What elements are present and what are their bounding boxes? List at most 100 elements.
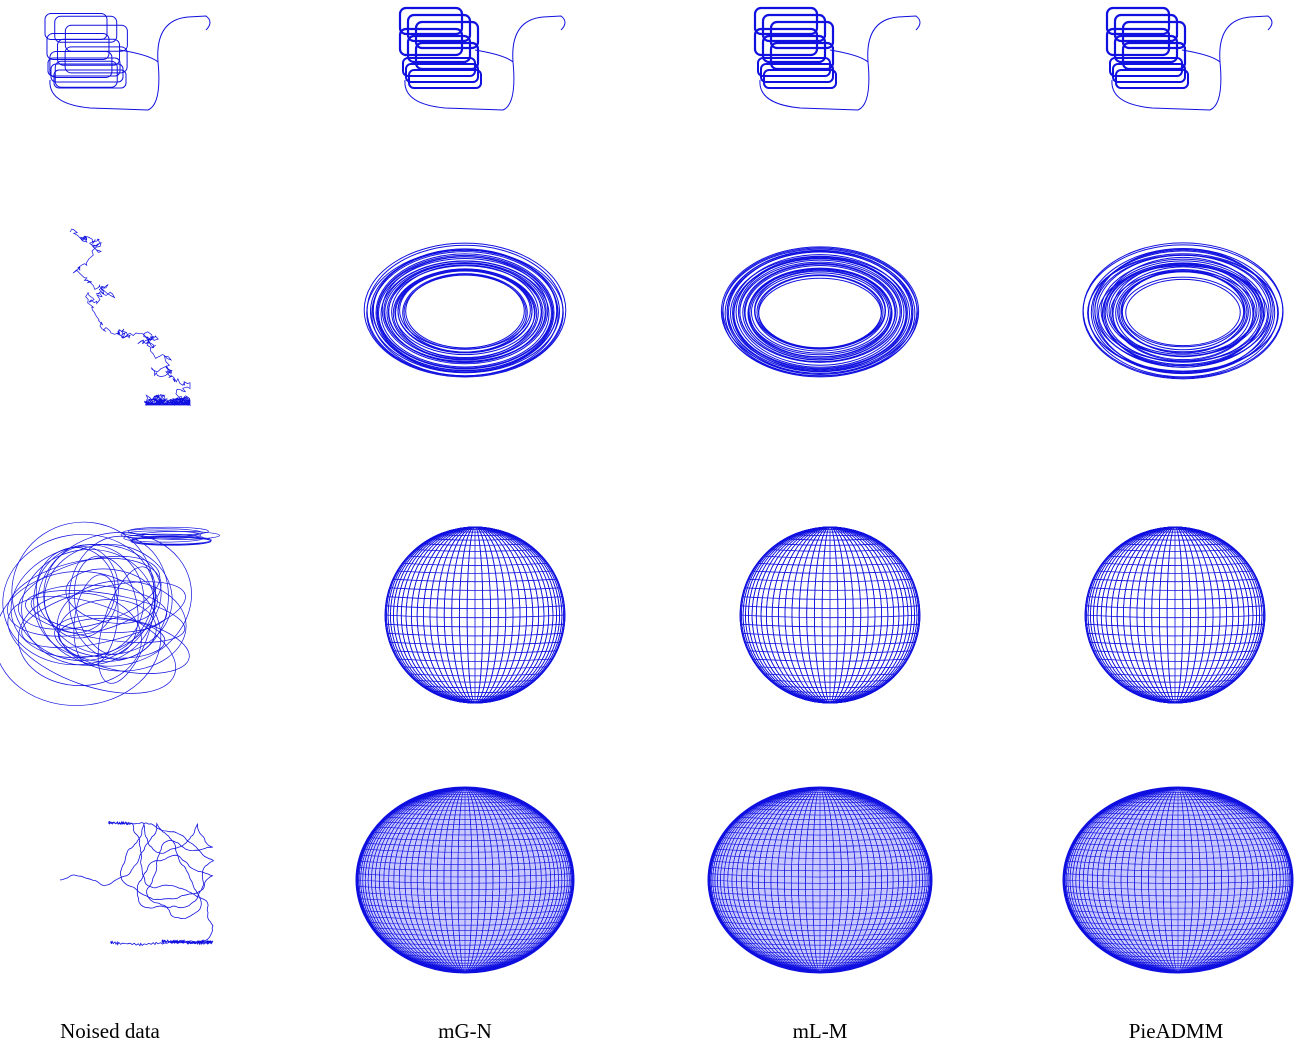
sphere-parallel (438, 694, 512, 697)
column-label: Noised data (60, 1019, 160, 1043)
sphere-parallel (386, 816, 544, 820)
noisy-orbit (11, 521, 155, 662)
sphere-parallel (1100, 812, 1256, 816)
sphere-parallel (1118, 958, 1238, 961)
sphere-parallel (443, 789, 487, 791)
sphere-parallel (811, 528, 849, 530)
sphere-parallel (414, 549, 536, 552)
torus-loop (1121, 276, 1245, 348)
sphere-parallel (1066, 860, 1290, 865)
sphere-parallel (386, 596, 564, 600)
coil-loop (760, 63, 834, 83)
coil-loop (47, 57, 121, 77)
sphere-parallel (777, 685, 883, 689)
coil-loop (402, 57, 476, 77)
noisy-orbit (10, 544, 162, 659)
sphere-parallel (1122, 685, 1228, 689)
torus-loop (1082, 244, 1284, 380)
sphere-parallel (769, 549, 891, 552)
sphere-parallel (747, 650, 913, 654)
torus-loop (747, 268, 893, 359)
sphere-parallel (1147, 968, 1209, 970)
sphere-parallel (749, 808, 891, 812)
column-label: PieADMM (1129, 1019, 1224, 1043)
coil-loop (53, 69, 127, 89)
noisy-orbit (18, 555, 161, 630)
sphere-parallel (1065, 867, 1291, 872)
sphere-parallel (415, 798, 515, 801)
noisy-orbit (18, 592, 142, 686)
sphere-parallel (755, 804, 885, 808)
torus-loop (402, 273, 528, 353)
sphere-parallel (1154, 789, 1202, 791)
coil-loop (54, 60, 118, 88)
sphere-parallel (447, 698, 503, 700)
noisy-orbit (30, 584, 168, 633)
sphere-parallel (1084, 826, 1272, 831)
noisy-orbit (56, 580, 187, 672)
sphere-parallel (784, 538, 876, 541)
sphere-parallel (1156, 700, 1194, 703)
coil-loop (1113, 34, 1179, 64)
noisy-trajectory (59, 820, 215, 947)
sphere-parallel (360, 904, 570, 909)
sphere-parallel (402, 804, 528, 808)
sphere-parallel (709, 885, 931, 890)
sphere-parallel (1068, 904, 1288, 909)
sphere-parallel (738, 816, 902, 820)
sphere-parallel (1125, 798, 1231, 801)
torus-loop (391, 264, 539, 360)
sphere-parallel (1139, 966, 1217, 969)
torus-loop (754, 272, 886, 350)
sphere-parallel (1089, 587, 1261, 591)
torus-loop (380, 260, 550, 368)
sphere-parallel (386, 942, 544, 946)
sphere-parallel (1100, 946, 1256, 950)
sphere-parallel (762, 958, 878, 961)
sphere-parallel (1064, 873, 1292, 878)
sphere-parallel (397, 658, 553, 662)
sphere-parallel (793, 694, 867, 697)
sphere-parallel (359, 898, 571, 903)
noisy-orbit (7, 557, 162, 637)
sphere-parallel (725, 927, 915, 931)
sphere-parallel (429, 690, 521, 693)
sphere-parallel (396, 951, 534, 954)
sphere-parallel (739, 614, 921, 619)
torus-loop (1115, 268, 1251, 358)
sphere-parallel (428, 793, 502, 795)
torus-loop (1106, 263, 1260, 357)
coil-loop (405, 63, 479, 83)
sphere-parallel (376, 826, 554, 830)
sphere-parallel (744, 812, 896, 816)
torus-loop (399, 270, 531, 350)
torus-loop (744, 264, 896, 361)
sphere-parallel (397, 570, 553, 574)
sphere-parallel (1089, 937, 1267, 942)
sphere-parallel (1112, 804, 1244, 808)
sphere-parallel (1086, 596, 1264, 600)
sphere-parallel (1129, 690, 1221, 693)
sphere-parallel (775, 964, 865, 967)
sphere-parallel (1097, 658, 1253, 662)
sphere-parallel (443, 969, 487, 972)
torus-loop (403, 274, 527, 350)
sphere-parallel (715, 848, 925, 853)
torus-loop (757, 275, 883, 349)
sphere-parallel (790, 968, 850, 970)
torus-loop (378, 257, 552, 369)
sphere-parallel (1108, 673, 1242, 677)
sphere-parallel (1114, 679, 1236, 683)
sphere-parallel (797, 789, 843, 791)
torus-loop (732, 254, 908, 372)
coil-loop (64, 46, 128, 74)
sphere-parallel (391, 946, 539, 950)
sphere-parallel (1139, 793, 1217, 795)
torus-loop (1121, 270, 1245, 351)
noisy-orbit (21, 581, 186, 648)
sphere-parallel (721, 922, 919, 926)
sphere-parallel (718, 916, 922, 920)
torus-loop (1087, 248, 1279, 378)
